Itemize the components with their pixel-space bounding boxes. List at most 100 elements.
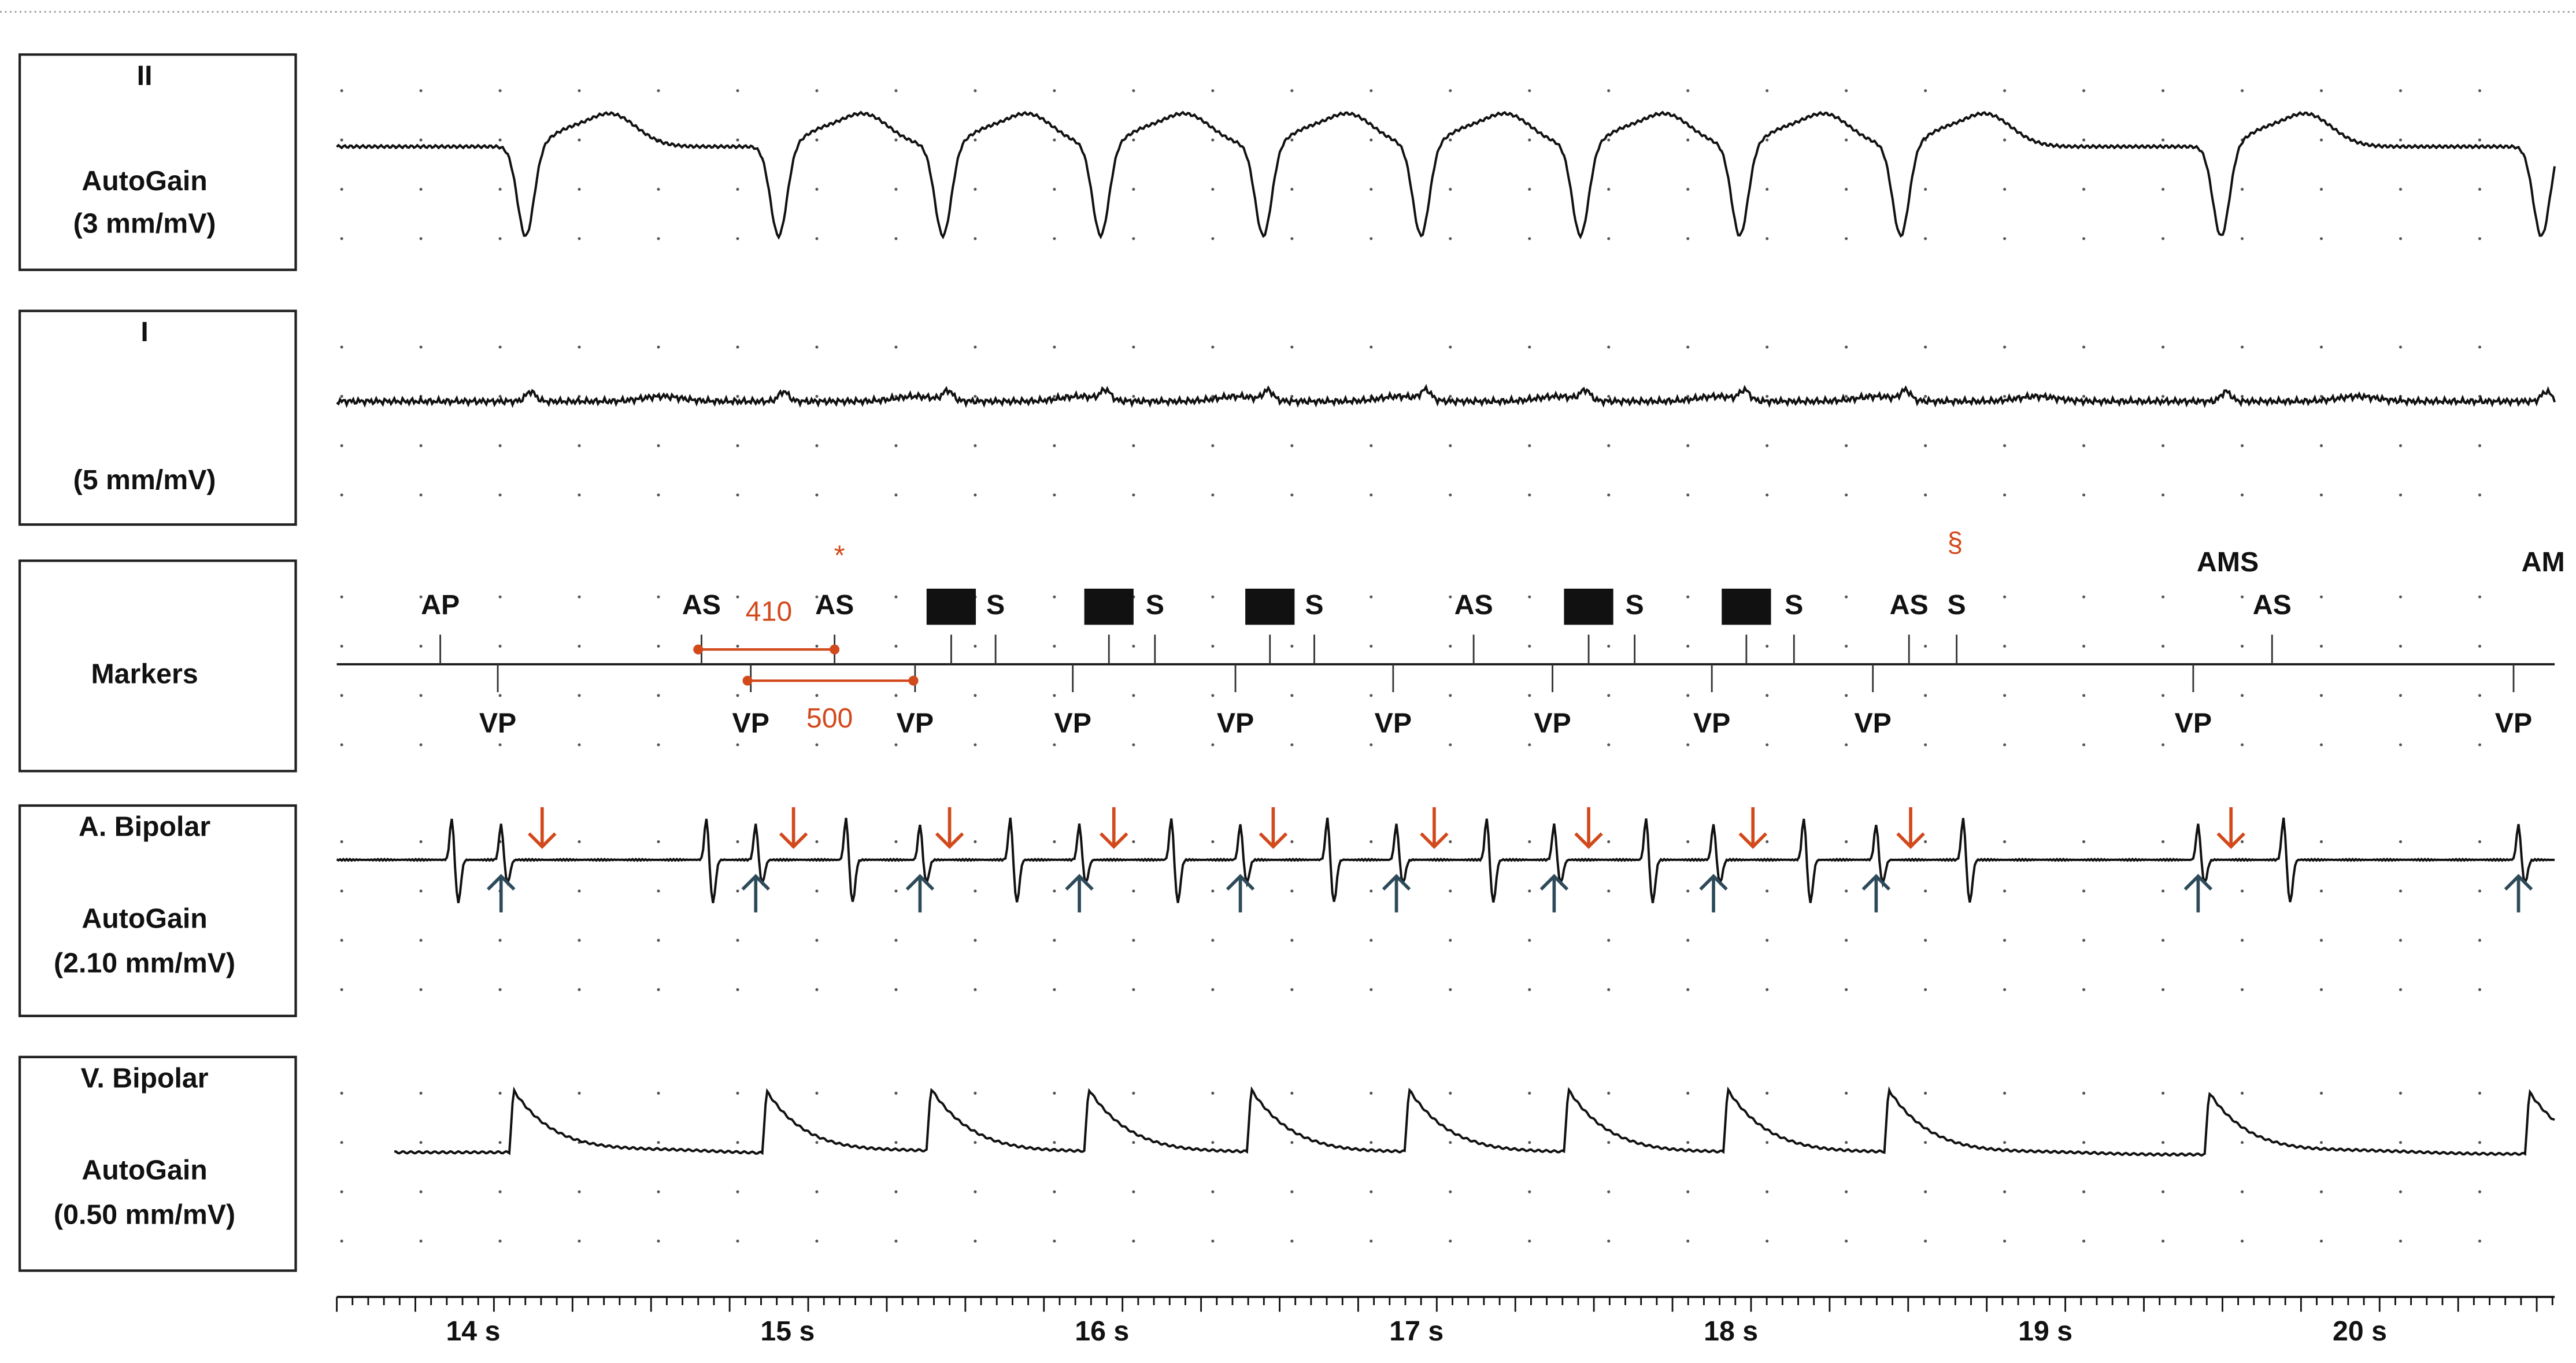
grid-dot <box>1845 89 1848 93</box>
grid-dot <box>2240 840 2244 844</box>
grid-dot <box>340 988 343 991</box>
grid-dot <box>419 743 423 747</box>
grid-dot <box>2478 939 2482 942</box>
grid-dot <box>1845 1091 1848 1095</box>
arrow-head <box>2183 874 2213 891</box>
grid-dot <box>1528 595 1531 599</box>
grid-dot <box>2082 939 2086 942</box>
time-label: 20 s <box>2333 1316 2387 1347</box>
grid-dot <box>1845 345 1848 349</box>
grid-dot <box>2082 595 2086 599</box>
grid-dot <box>1686 939 1690 942</box>
grid-dot <box>498 1190 502 1194</box>
grid-dot <box>1053 840 1056 844</box>
grid-dot <box>736 889 739 893</box>
grid-dot <box>2003 187 2007 191</box>
grid-dot <box>340 138 343 142</box>
grid-dot <box>894 1141 898 1144</box>
grid-dot <box>736 743 739 747</box>
grid-dot <box>498 694 502 697</box>
grid-dot <box>340 644 343 648</box>
grid-dot <box>1607 840 1611 844</box>
grid-dot <box>2319 939 2323 942</box>
time-label: 19 s <box>2018 1316 2072 1347</box>
grid-dot <box>1449 89 1452 93</box>
grid-dot <box>340 694 343 697</box>
grid-dot <box>1766 840 1769 844</box>
grid-dot <box>2399 1239 2403 1243</box>
atrial-marker: S <box>986 589 1005 620</box>
grid-dot <box>1132 644 1135 648</box>
grid-dot <box>1211 694 1215 697</box>
grid-dot <box>1370 345 1373 349</box>
grid-dot <box>419 889 423 893</box>
grid-dot <box>1053 889 1056 893</box>
grid-dot <box>1686 345 1690 349</box>
grid-dot <box>1766 1190 1769 1194</box>
grid-dot <box>1686 1239 1690 1243</box>
grid-dot <box>1053 138 1056 142</box>
grid-dot <box>2319 595 2323 599</box>
grid-dot <box>1528 939 1531 942</box>
grid-dot <box>1766 394 1769 398</box>
arrow <box>1861 874 1891 913</box>
grid-dot <box>1607 743 1611 747</box>
grid-dot <box>1924 840 1927 844</box>
atrial-marker: AM <box>2522 546 2565 578</box>
grid-dot <box>657 988 660 991</box>
grid-dot <box>1211 889 1215 893</box>
atrial-marker: S <box>1785 589 1803 620</box>
grid-dot <box>1290 939 1294 942</box>
grid-dot <box>419 1190 423 1194</box>
channel-box <box>18 309 297 526</box>
grid-dot <box>1290 444 1294 448</box>
grid-dot <box>657 237 660 241</box>
grid-dot <box>2082 1091 2086 1095</box>
grid-dot <box>1370 187 1373 191</box>
grid-dot <box>2082 1141 2086 1144</box>
grid-dot <box>1053 187 1056 191</box>
arrow <box>1738 807 1767 849</box>
ventricular-marker: VP <box>1693 708 1730 739</box>
grid-dot <box>419 1239 423 1243</box>
grid-dot <box>657 493 660 497</box>
grid-dot <box>815 595 819 599</box>
grid-dot <box>2319 187 2323 191</box>
grid-dot <box>2003 889 2007 893</box>
grid-dot <box>1053 595 1056 599</box>
grid-dot <box>2319 988 2323 991</box>
grid-dot <box>1211 743 1215 747</box>
grid-dot <box>340 889 343 893</box>
grid-dot <box>2082 889 2086 893</box>
grid-dot <box>1766 1091 1769 1095</box>
grid-dot <box>2319 138 2323 142</box>
grid-dot <box>1924 237 1927 241</box>
grid-dot <box>1766 138 1769 142</box>
grid-dot <box>974 1141 977 1144</box>
grid-dot <box>1528 345 1531 349</box>
grid-dot <box>1211 644 1215 648</box>
channel-name: Markers <box>91 658 198 689</box>
grid-dot <box>1053 444 1056 448</box>
grid-dot <box>419 187 423 191</box>
grid-dot <box>1290 644 1294 648</box>
grid-dot <box>340 493 343 497</box>
grid-dot <box>578 939 581 942</box>
arrow <box>487 874 516 913</box>
grid-dot <box>1686 644 1690 648</box>
grid-dot <box>498 138 502 142</box>
grid-dot <box>1370 840 1373 844</box>
grid-dot <box>2478 840 2482 844</box>
arrow <box>779 807 808 849</box>
grid-dot <box>974 345 977 349</box>
grid-dot <box>1132 694 1135 697</box>
symbol: * <box>834 540 845 571</box>
atrial-marker: AS <box>815 589 854 620</box>
grid-dot <box>340 939 343 942</box>
grid-dot <box>815 89 819 93</box>
grid-dot <box>974 493 977 497</box>
grid-dot <box>2162 644 2165 648</box>
arrow-head <box>779 832 808 849</box>
grid-dot <box>498 595 502 599</box>
grid-dot <box>2319 1239 2323 1243</box>
